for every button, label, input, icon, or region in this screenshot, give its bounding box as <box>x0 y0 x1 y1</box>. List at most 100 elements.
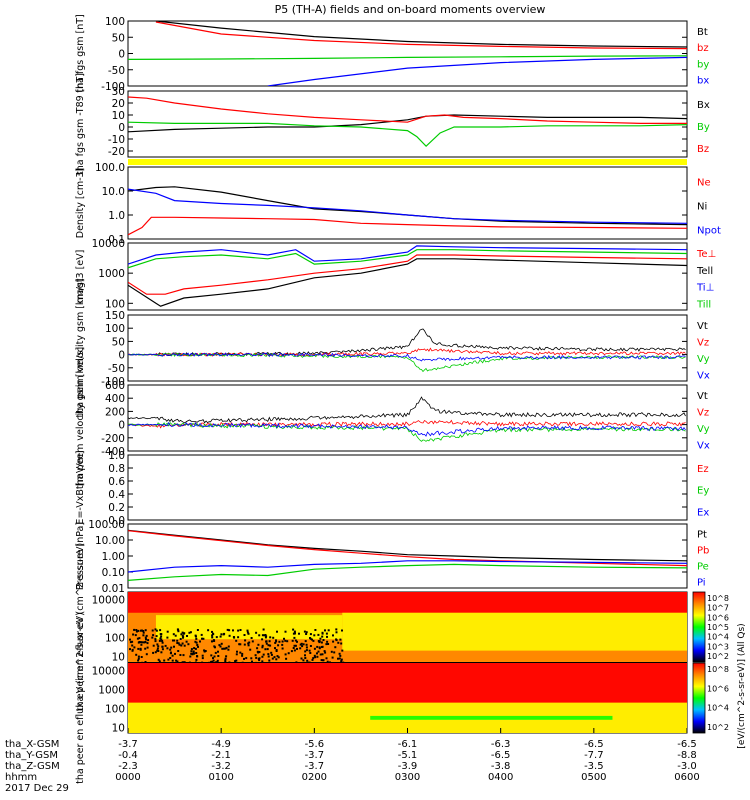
ion_spectrogram-noise-dot <box>270 651 273 654</box>
panel-density: 100.0 10.0 1.0 0.1 Density [cm-3] Ne Ni Npot <box>75 162 721 246</box>
ion_spectrogram-noise-dot <box>195 652 198 654</box>
ion_spectrogram-noise-dot <box>163 659 166 662</box>
ion_spectrogram-noise-dot <box>156 647 159 650</box>
ion_spectrogram-noise-dot <box>309 637 311 639</box>
ion_spectrogram-noise-dot <box>269 636 272 639</box>
ion_spectrogram-noise-dot <box>171 654 174 657</box>
colorbar-tick: 10^2 <box>707 652 729 661</box>
colorbar-tick: 10^8 <box>707 665 729 674</box>
temperature-legend-Ti⊥: Ti⊥ <box>696 283 714 294</box>
pressure-series-Pe <box>128 563 687 581</box>
ion_spectrogram-noise-dot <box>255 661 257 662</box>
x-tick-value: -3.8 <box>491 761 511 772</box>
ion_spectrogram-noise-dot <box>324 629 326 632</box>
ion_spectrogram-noise-dot <box>318 647 321 650</box>
ion_spectrogram-noise-dot <box>200 633 203 636</box>
ve-legend-Vx: Vx <box>697 440 710 451</box>
ion_spectrogram-noise-dot <box>161 640 164 642</box>
ion_spectrogram-noise-dot <box>256 647 259 650</box>
ion_spectrogram-noise-dot <box>176 628 179 631</box>
x-tick-value: -3.7 <box>305 761 325 772</box>
ion_spectrogram-noise-dot <box>246 631 249 634</box>
ion_spectrogram-noise-dot <box>302 643 305 646</box>
ion_spectrogram-noise-dot <box>164 644 167 647</box>
ion_spectrogram-noise-dot <box>145 634 148 637</box>
ion_spectrogram-noise-dot <box>227 648 230 651</box>
pressure-legend-Pe: Pe <box>697 562 709 573</box>
ion_spectrogram-noise-dot <box>312 657 315 660</box>
ion_spectrogram-noise-dot <box>183 644 186 647</box>
ion_spectrogram-noise-dot <box>287 652 290 655</box>
y-tick-label: 50 <box>112 336 125 348</box>
ion_spectrogram-noise-dot <box>340 660 343 662</box>
ion_spectrogram-noise-dot <box>340 658 343 661</box>
ion_spectrogram-noise-dot <box>161 641 164 644</box>
ion_spectrogram-noise-dot <box>183 661 186 662</box>
ion_spectrogram-noise-dot <box>160 633 163 636</box>
ion_spectrogram-noise-dot <box>272 636 275 639</box>
ion_spectrogram-ylabel: tha peir en eflux eV (cm^2-s-sr-eV) <box>75 543 86 712</box>
ion_spectrogram-noise-dot <box>158 639 161 642</box>
ion_spectrogram-noise-dot <box>335 628 338 631</box>
ion_spectrogram-noise-dot <box>196 644 199 646</box>
y-tick-label: 0 <box>118 49 125 61</box>
ion_spectrogram-noise-dot <box>276 630 278 633</box>
ve-frame <box>127 384 688 452</box>
ion_spectrogram-noise-dot <box>180 644 183 647</box>
y-tick-label: 10 <box>112 651 125 663</box>
ion_spectrogram-noise-dot <box>320 659 323 662</box>
ion_spectrogram-noise-dot <box>224 657 227 660</box>
ion_spectrogram-noise-dot <box>214 646 216 649</box>
ion_spectrogram-noise-dot <box>154 628 157 631</box>
ion_spectrogram-noise-dot <box>176 642 179 644</box>
ion_spectrogram-noise-dot <box>238 643 241 646</box>
ion_spectrogram-noise-dot <box>277 644 280 647</box>
colorbar-label: [eV/(cm^2-s-sr-eV)] (All Qs) <box>737 623 747 748</box>
y-tick-label: 0.6 <box>108 476 125 488</box>
ion_spectrogram-noise-dot <box>135 653 138 656</box>
colorbar-tick: 10^6 <box>707 684 729 693</box>
ion_spectrogram-noise-dot <box>191 653 194 656</box>
ion_spectrogram-noise-dot <box>339 654 342 657</box>
ion_spectrogram-noise-dot <box>321 632 324 635</box>
ion_spectrogram-noise-dot <box>241 654 244 657</box>
ion_spectrogram-noise-dot <box>234 660 237 662</box>
ion_spectrogram-noise-dot <box>129 648 131 651</box>
ion_spectrogram-noise-dot <box>142 630 145 632</box>
ion_spectrogram-noise-dot <box>201 657 204 660</box>
ion_spectrogram-noise-dot <box>160 635 163 638</box>
ion_spectrogram-noise-dot <box>232 636 235 638</box>
ion_spectrogram-noise-dot <box>211 634 214 637</box>
ve-legend-Vy: Vy <box>697 424 710 435</box>
ion_spectrogram-noise-dot <box>309 633 312 636</box>
colorbar-tick: 10^8 <box>707 594 729 603</box>
x-tick-value: -8.8 <box>677 750 697 761</box>
y-tick-label: 10 <box>112 110 125 122</box>
ion_spectrogram-noise-dot <box>267 655 270 658</box>
y-tick-label: 0.8 <box>108 463 125 475</box>
ion_spectrogram-noise-dot <box>241 661 244 662</box>
ion_spectrogram-noise-dot <box>304 650 307 653</box>
ion_spectrogram-noise-dot <box>294 639 297 642</box>
ion_spectrogram-noise-dot <box>296 640 298 643</box>
colorbar-tick: 10^4 <box>707 704 729 713</box>
ion_spectrogram-noise-dot <box>335 631 338 634</box>
ion_spectrogram-noise-dot <box>219 645 222 648</box>
ion_spectrogram-noise-dot <box>228 629 231 632</box>
y-tick-label: 10000 <box>92 666 125 678</box>
temperature-series-Te⊥ <box>128 254 687 295</box>
temperature-legend-Tell: Tell <box>696 266 713 277</box>
vi-frame <box>127 314 688 382</box>
ion_spectrogram-noise-dot <box>246 629 249 632</box>
ion_spectrogram-noise-dot <box>330 650 333 653</box>
ion_spectrogram-noise-dot <box>321 635 324 638</box>
ion_spectrogram-noise-dot <box>173 645 175 648</box>
ion_spectrogram-noise-dot <box>195 641 198 644</box>
y-tick-label: 100.0 <box>95 162 125 174</box>
y-tick-label: 1000 <box>98 268 125 280</box>
ion_spectrogram-noise-dot <box>140 641 143 644</box>
ion_spectrogram-noise-dot <box>135 630 138 633</box>
x-tick-value: 0500 <box>581 772 606 783</box>
